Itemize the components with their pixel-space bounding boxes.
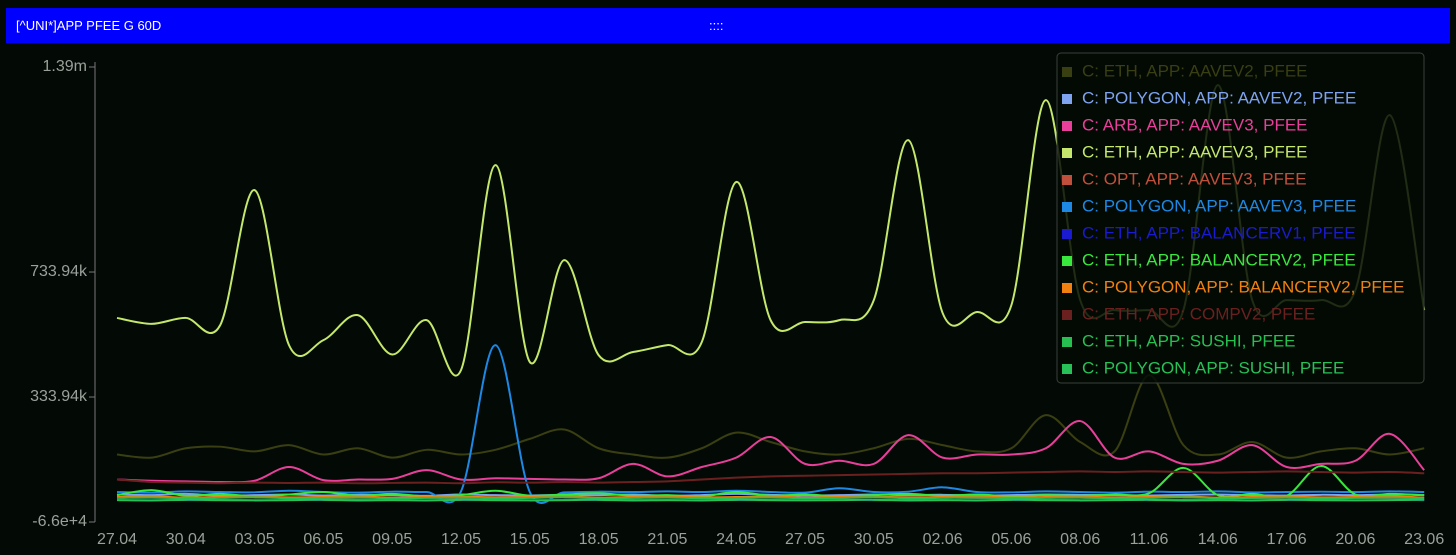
series-line <box>116 420 1425 484</box>
series-line <box>116 344 1425 504</box>
series-line <box>116 496 1425 500</box>
series-line <box>116 498 1425 502</box>
x-tick-label: 27.04 <box>97 531 137 548</box>
x-tick-label: 20.06 <box>1335 531 1375 548</box>
y-tick-label: -6.6e+4 <box>32 513 87 530</box>
x-tick-label: 17.06 <box>1267 531 1307 548</box>
legend-swatch <box>1062 175 1072 185</box>
legend-label: C: ETH, APP: COMPV2, PFEE <box>1082 304 1315 323</box>
legend-label: C: OPT, APP: AAVEV3, PFEE <box>1082 169 1307 188</box>
legend-label: C: ARB, APP: AAVEV3, PFEE <box>1082 115 1308 134</box>
legend-swatch <box>1062 310 1072 320</box>
legend-label: C: POLYGON, APP: SUSHI, PFEE <box>1082 358 1344 377</box>
legend: C: ETH, APP: AAVEV2, PFEE C: POLYGON, APP… <box>1056 52 1425 384</box>
y-tick-label: 733.94k <box>30 263 88 280</box>
x-tick-label: 23.06 <box>1404 531 1444 548</box>
legend-label: C: POLYGON, APP: AAVEV3, PFEE <box>1082 196 1356 215</box>
legend-label: C: POLYGON, APP: AAVEV2, PFEE <box>1082 88 1356 107</box>
panel-header[interactable]: [^UNI*]APP PFEE G 60D :::: <box>6 8 1450 43</box>
legend-label: C: ETH, APP: AAVEV2, PFEE <box>1082 61 1308 80</box>
panel-title: [^UNI*]APP PFEE G 60D <box>16 18 162 33</box>
legend-swatch <box>1062 148 1072 158</box>
drag-handle[interactable]: :::: <box>709 18 724 33</box>
legend-label: C: POLYGON, APP: BALANCERV2, PFEE <box>1082 277 1405 296</box>
y-tick-label: 1.39m <box>43 58 87 75</box>
x-tick-label: 21.05 <box>647 531 687 548</box>
x-tick-label: 08.06 <box>1060 531 1100 548</box>
legend-label: C: ETH, APP: AAVEV3, PFEE <box>1082 142 1308 161</box>
x-tick-label: 27.05 <box>785 531 825 548</box>
x-tick-label: 30.04 <box>166 531 206 548</box>
y-tick-label: 333.94k <box>30 388 88 405</box>
legend-swatch <box>1062 229 1072 239</box>
series-line <box>116 374 1425 459</box>
series-line <box>116 470 1425 485</box>
legend-swatch <box>1062 256 1072 266</box>
x-tick-label: 05.06 <box>991 531 1031 548</box>
x-tick-label: 14.06 <box>1198 531 1238 548</box>
x-tick-label: 11.06 <box>1130 531 1169 548</box>
legend-swatch <box>1062 67 1072 77</box>
legend-box <box>1056 52 1425 384</box>
legend-swatch <box>1062 121 1072 131</box>
x-tick-label: 03.05 <box>235 531 275 548</box>
x-tick-label: 12.05 <box>441 531 481 548</box>
legend-label: C: ETH, APP: BALANCERV2, PFEE <box>1082 250 1356 269</box>
legend-label: C: ETH, APP: SUSHI, PFEE <box>1082 331 1296 350</box>
legend-swatch <box>1062 202 1072 212</box>
legend-swatch <box>1062 94 1072 104</box>
x-tick-label: 02.06 <box>923 531 963 548</box>
x-tick-label: 06.05 <box>303 531 343 548</box>
x-tick-label: 09.05 <box>372 531 412 548</box>
legend-swatch <box>1062 283 1072 293</box>
x-tick-label: 18.05 <box>579 531 619 548</box>
x-tick-label: 24.05 <box>716 531 756 548</box>
legend-label: C: ETH, APP: BALANCERV1, PFEE <box>1082 223 1356 242</box>
legend-swatch <box>1062 337 1072 347</box>
x-tick-label: 15.05 <box>510 531 550 548</box>
legend-swatch <box>1062 364 1072 374</box>
x-tick-label: 30.05 <box>854 531 894 548</box>
